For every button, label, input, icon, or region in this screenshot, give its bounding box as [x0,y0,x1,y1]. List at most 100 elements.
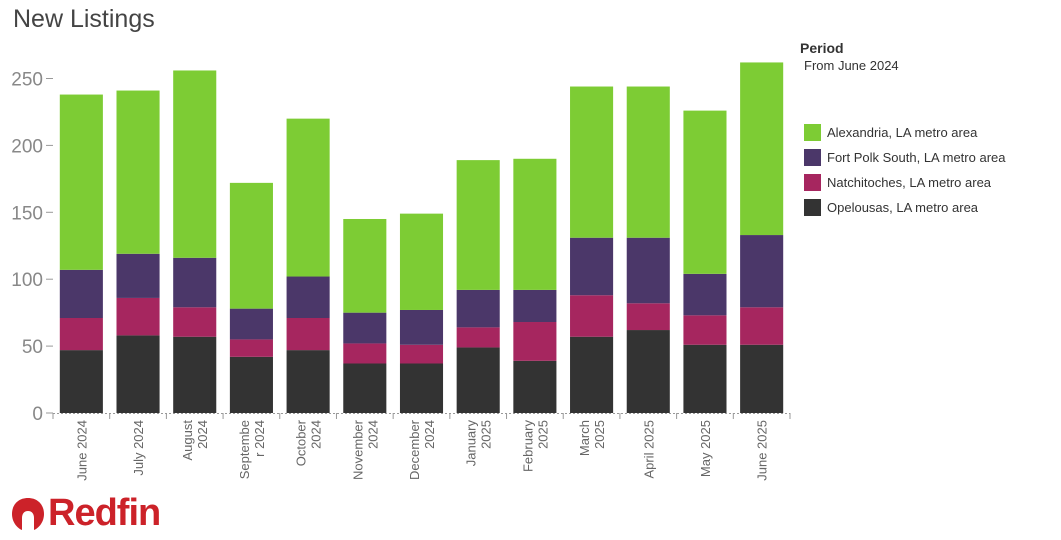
legend-heading: Period [800,40,844,56]
bar-segment-opelousas [683,344,727,413]
bar-segment-opelousas [456,347,500,413]
bar-segment-natchitoches [116,297,160,336]
bar-segment-opelousas [343,363,387,413]
legend-swatch [804,174,821,191]
bar-segment-fort-polk-south [173,257,217,308]
legend-item: Alexandria, LA metro area [804,120,1005,145]
bar-segment-opelousas [513,360,557,413]
x-tick-label: November [350,419,365,480]
legend-swatch [804,124,821,141]
bar-segment-natchitoches [456,327,500,348]
legend-label: Fort Polk South, LA metro area [827,150,1006,165]
x-tick-label: October [294,419,309,466]
legend-swatch [804,149,821,166]
bar-segment-alexandria [59,94,103,270]
x-tick-label: May 2025 [698,420,713,477]
legend: Period From June 2024 Alexandria, LA met… [800,40,1005,220]
bar-segment-fort-polk-south [683,273,727,316]
x-tick-label: 2025 [592,420,607,449]
redfin-house-icon [12,497,44,530]
legend-label: Alexandria, LA metro area [827,125,978,140]
bar-segment-fort-polk-south [399,309,444,345]
bar-segment-natchitoches [343,343,387,364]
bar-segment-natchitoches [286,318,330,351]
bar-segment-opelousas [570,336,614,413]
x-tick-label: January [464,420,479,467]
bar-segment-opelousas [286,350,330,413]
bar-segment-fort-polk-south [286,276,330,319]
x-tick-label: March [577,420,592,456]
bar-segment-fort-polk-south [116,253,160,298]
legend-item: Opelousas, LA metro area [804,195,1005,220]
bar-segment-natchitoches [570,295,614,337]
bar-segment-opelousas [740,344,784,413]
y-tick-label: 100 [11,270,43,291]
legend-item: Fort Polk South, LA metro area [804,145,1005,170]
x-tick-label: August [180,420,195,461]
bar-segment-natchitoches [59,318,103,351]
y-tick-label: 150 [11,203,43,224]
x-tick-label: Septembe [237,420,252,479]
y-tick-label: 250 [11,70,43,91]
y-tick-label: 200 [11,136,43,157]
bar-segment-fort-polk-south [570,237,614,296]
bar-segment-alexandria [513,158,557,290]
bar-segment-alexandria [740,62,784,236]
redfin-logo: Redfin [10,492,161,535]
bar-segment-natchitoches [513,322,557,361]
bar-segment-alexandria [570,86,614,238]
bar-segment-natchitoches [683,315,727,345]
redfin-wordmark: Redfin [48,492,161,534]
legend-subheading: From June 2024 [804,58,899,73]
bar-segment-natchitoches [229,339,273,357]
chart-title: New Listings [13,5,155,33]
bar-segment-natchitoches [626,303,670,331]
x-tick-label: 2025 [479,420,494,449]
x-tick-label: December [407,419,422,480]
x-tick-label: 2024 [365,420,380,449]
bar-segment-alexandria [286,118,330,277]
bar-segment-alexandria [456,160,500,290]
x-tick-label: 2024 [422,420,437,449]
x-tick-label: r 2024 [252,420,267,457]
bar-segment-opelousas [59,350,103,413]
legend-item: Natchitoches, LA metro area [804,170,1005,195]
x-tick-label: 2024 [195,420,210,449]
x-tick-label: 2024 [309,420,324,449]
bar-segment-alexandria [343,218,387,313]
legend-swatch [804,199,821,216]
bar-segment-natchitoches [740,307,784,345]
bar-segment-opelousas [399,363,444,413]
legend-items: Alexandria, LA metro area Fort Polk South… [804,120,1005,220]
bar-segment-fort-polk-south [59,269,103,319]
bar-segment-alexandria [626,86,670,238]
bar-segment-alexandria [229,182,273,309]
bar-segment-opelousas [116,335,160,413]
x-tick-label: 2025 [535,420,550,449]
legend-label: Natchitoches, LA metro area [827,175,992,190]
bar-segment-alexandria [116,90,160,254]
bar-segment-fort-polk-south [626,237,670,304]
y-tick-label: 0 [32,404,43,425]
y-tick-label: 50 [22,337,43,358]
bar-segment-opelousas [229,356,273,413]
x-tick-label: February [520,420,535,473]
bar-segment-opelousas [626,330,670,413]
bar-segment-fort-polk-south [343,312,387,344]
bar-segment-natchitoches [173,307,217,337]
bar-segment-opelousas [173,336,217,413]
bar-segment-alexandria [173,70,217,258]
bar-segment-fort-polk-south [229,308,273,340]
bar-segment-alexandria [399,213,444,310]
x-tick-label: June 2024 [74,420,89,481]
bar-segment-alexandria [683,110,727,274]
x-tick-label: April 2025 [641,420,656,479]
bar-segment-fort-polk-south [740,235,784,308]
bar-segment-natchitoches [399,344,444,364]
bar-segment-fort-polk-south [513,289,557,323]
x-tick-label: June 2025 [755,420,770,481]
x-tick-label: July 2024 [131,420,146,476]
bar-segment-fort-polk-south [456,289,500,328]
legend-label: Opelousas, LA metro area [827,200,979,215]
